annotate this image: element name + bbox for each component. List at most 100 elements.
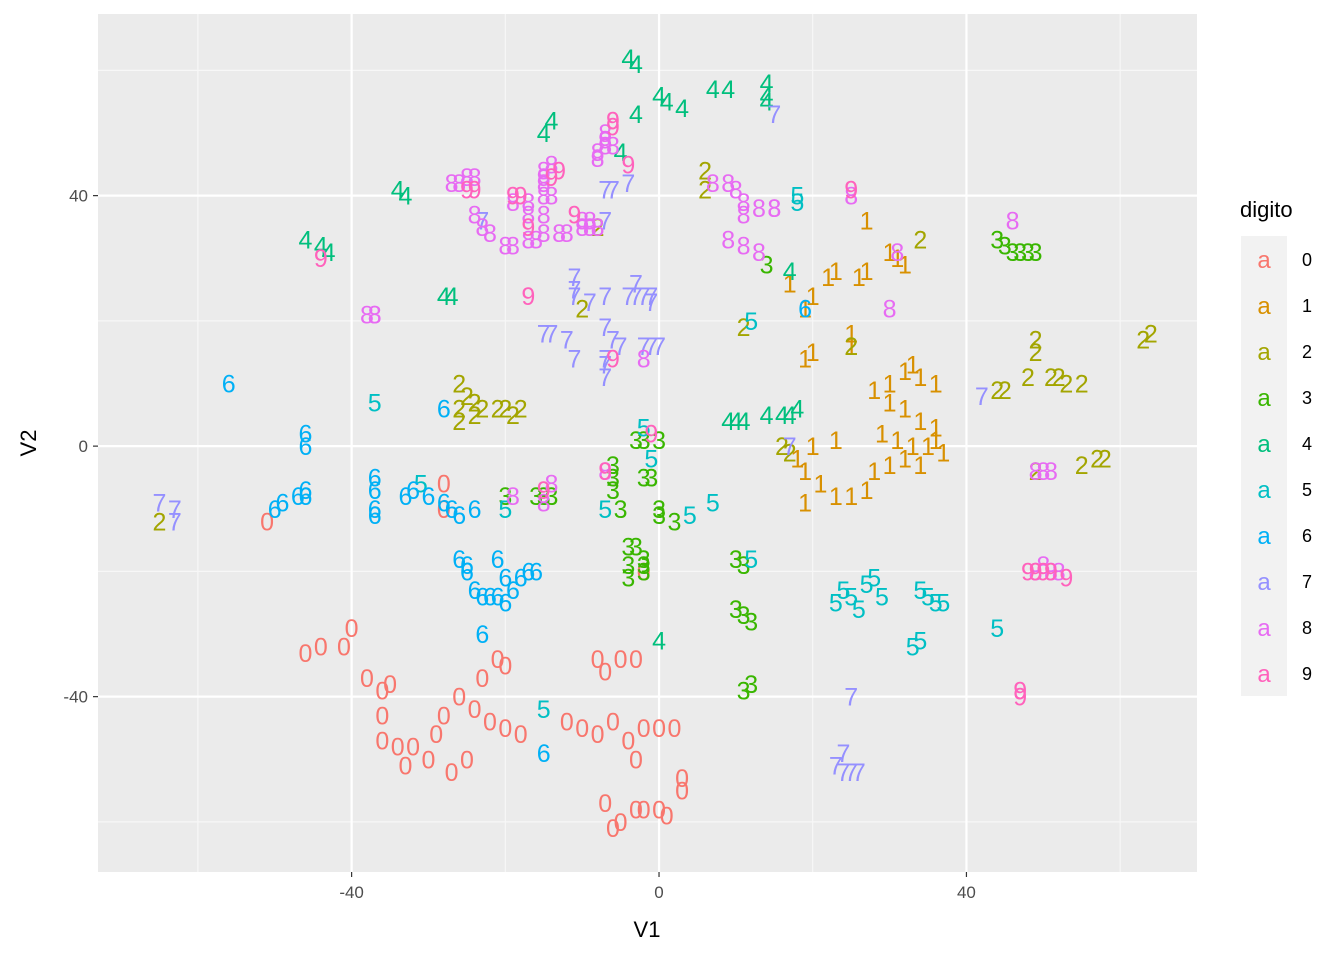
data-point-digit-3: 3: [614, 496, 628, 524]
data-point-digit-8: 8: [529, 226, 543, 254]
data-point-digit-6: 6: [529, 558, 543, 586]
data-point-digit-7: 7: [568, 277, 582, 305]
data-point-digit-6: 6: [798, 295, 812, 323]
data-point-digit-2: 2: [1044, 364, 1058, 392]
data-point-digit-2: 2: [1090, 446, 1104, 474]
legend-label-2: 2: [1302, 342, 1312, 362]
data-point-digit-1: 1: [829, 427, 843, 455]
data-point-digit-7: 7: [644, 333, 658, 361]
data-point-digit-8: 8: [575, 208, 589, 236]
data-point-digit-2: 2: [783, 439, 797, 467]
data-point-digit-0: 0: [360, 665, 374, 693]
data-point-digit-1: 1: [790, 446, 804, 474]
data-point-digit-2: 2: [468, 389, 482, 417]
data-point-digit-0: 0: [445, 759, 459, 787]
data-point-digit-6: 6: [368, 464, 382, 492]
data-point-digit-0: 0: [468, 696, 482, 724]
data-point-digit-5: 5: [368, 389, 382, 417]
data-point-digit-7: 7: [475, 208, 489, 236]
x-tick-label: 0: [654, 883, 663, 902]
data-point-digit-6: 6: [452, 502, 466, 530]
data-point-digit-8: 8: [452, 170, 466, 198]
data-point-digit-0: 0: [375, 677, 389, 705]
data-point-digit-3: 3: [644, 464, 658, 492]
data-point-digit-3: 3: [1006, 239, 1020, 267]
data-point-digit-1: 1: [798, 489, 812, 517]
data-point-digit-7: 7: [644, 289, 658, 317]
data-point-digit-8: 8: [737, 233, 751, 261]
data-point-digit-3: 3: [744, 671, 758, 699]
data-point-digit-6: 6: [506, 577, 520, 605]
data-point-digit-2: 2: [1098, 446, 1112, 474]
data-point-digit-1: 1: [890, 427, 904, 455]
data-point-digit-5: 5: [913, 577, 927, 605]
data-point-digit-9: 9: [1021, 558, 1035, 586]
data-point-digit-0: 0: [598, 659, 612, 687]
data-point-digit-3: 3: [652, 496, 666, 524]
data-point-digit-8: 8: [737, 201, 751, 229]
data-point-digit-3: 3: [544, 483, 558, 511]
data-point-digit-1: 1: [898, 446, 912, 474]
legend-label-4: 4: [1302, 434, 1312, 454]
data-point-digit-7: 7: [598, 176, 612, 204]
data-point-digit-8: 8: [1044, 558, 1058, 586]
data-point-digit-1: 1: [844, 483, 858, 511]
data-point-digit-8: 8: [721, 170, 735, 198]
legend-label-5: 5: [1302, 480, 1312, 500]
data-point-digit-8: 8: [1029, 458, 1043, 486]
data-point-digit-3: 3: [1029, 239, 1043, 267]
data-point-digit-5: 5: [537, 696, 551, 724]
data-point-digit-0: 0: [398, 753, 412, 781]
data-point-digit-4: 4: [729, 408, 743, 436]
data-point-digit-8: 8: [890, 239, 904, 267]
data-point-digit-5: 5: [867, 565, 881, 593]
x-axis-ticks: -40 0 40: [339, 872, 976, 902]
data-point-digit-0: 0: [637, 715, 651, 743]
data-point-digit-1: 1: [913, 452, 927, 480]
data-point-digit-0: 0: [491, 646, 505, 674]
data-point-digit-8: 8: [537, 220, 551, 248]
data-point-digit-6: 6: [468, 496, 482, 524]
data-point-digit-7: 7: [568, 345, 582, 373]
data-point-digit-7: 7: [598, 314, 612, 342]
data-point-digit-8: 8: [591, 214, 605, 242]
data-point-digit-9: 9: [537, 477, 551, 505]
legend-key-3: a: [1257, 385, 1271, 412]
legend-label-1: 1: [1302, 296, 1312, 316]
data-point-digit-2: 2: [460, 383, 474, 411]
data-point-digit-5: 5: [844, 583, 858, 611]
data-point-digit-8: 8: [468, 164, 482, 192]
data-point-digit-5: 5: [790, 189, 804, 217]
data-point-digit-7: 7: [606, 176, 620, 204]
data-point-digit-7: 7: [598, 208, 612, 236]
data-point-digit-0: 0: [667, 715, 681, 743]
data-point-digit-5: 5: [598, 496, 612, 524]
data-point-digit-9: 9: [1013, 684, 1027, 712]
y-tick-label: 0: [79, 437, 88, 456]
data-point-digit-4: 4: [790, 396, 804, 424]
data-point-digit-8: 8: [598, 133, 612, 161]
data-point-digit-1: 1: [883, 389, 897, 417]
data-point-digit-7: 7: [598, 345, 612, 373]
data-point-digit-7: 7: [629, 270, 643, 298]
data-point-digit-6: 6: [368, 496, 382, 524]
data-point-digit-3: 3: [637, 427, 651, 455]
data-point-digit-6: 6: [460, 552, 474, 580]
data-point-digit-1: 1: [867, 458, 881, 486]
data-point-digit-9: 9: [1036, 558, 1050, 586]
data-point-digit-2: 2: [498, 396, 512, 424]
y-tick-label: 40: [69, 187, 88, 206]
data-point-digit-0: 0: [514, 721, 528, 749]
data-point-digit-5: 5: [637, 414, 651, 442]
data-point-digit-8: 8: [483, 220, 497, 248]
data-point-digit-8: 8: [544, 151, 558, 179]
data-point-digit-3: 3: [629, 533, 643, 561]
data-point-digit-0: 0: [498, 715, 512, 743]
data-point-digit-7: 7: [837, 759, 851, 787]
data-point-digit-1: 1: [806, 283, 820, 311]
data-point-digit-3: 3: [729, 546, 743, 574]
data-point-digit-1: 1: [883, 452, 897, 480]
data-point-digit-6: 6: [299, 483, 313, 511]
data-point-digit-1: 1: [913, 364, 927, 392]
data-point-digit-4: 4: [544, 107, 558, 135]
